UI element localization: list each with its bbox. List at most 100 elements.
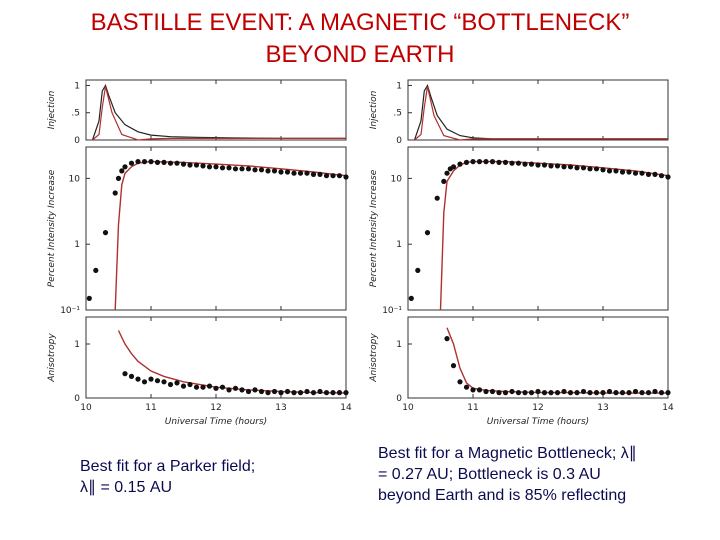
panel-1-xtick-label: 14 [662,403,674,413]
panel-0-injection-frame [85,79,347,141]
panel-1-intensity-data-point [444,170,450,176]
panel-0-anisotropy-data-point [187,381,193,388]
panel-1-intensity-data-point [463,159,470,165]
panel-0-anisotropy-data-point [167,381,174,388]
panel-0-intensity-data-point [174,160,180,166]
panel-0-intensity-data-point [317,171,323,177]
panel-0-anisotropy-data-point [317,388,323,395]
panel-0-intensity-data-point [119,168,125,174]
panel-0-anisotropy-data-point [180,383,187,389]
panel-0-anisotropy-data-point [174,380,180,386]
panel-0-intensity-data-point [141,159,148,165]
panel-0-intensity-data-point [206,164,213,170]
caption-magnetic-bottleneck: Best fit for a Magnetic Bottleneck; λ∥ =… [378,443,708,506]
panel-1-xtick-label: 11 [467,403,478,413]
panel-0-anisotropy-ytick-label: 1 [74,340,80,350]
panel-1-injection-ytick-label: 1 [396,81,402,91]
panel-1-intensity-data-point [489,159,496,165]
panel-0-intensity-data-point [343,174,349,180]
panel-1-intensity-ytick-label: 1 [396,240,402,250]
caption-right-line-2: = 0.27 AU; Bottleneck is 0.3 AU [378,466,601,483]
panel-1-anisotropy-data-point [639,390,645,396]
panel-1-anisotropy-data-point [645,390,652,396]
panel-0-anisotropy-data-point [232,385,239,391]
panel-1-anisotropy-data-point [528,390,535,396]
panel-1-intensity-data-point [415,267,421,273]
panel-1-anisotropy-data-point [587,390,593,396]
panel-1-intensity-data-point [457,161,463,167]
panel-1-injection-curve-2 [414,86,668,141]
panel-0-anisotropy-data-point [219,384,226,390]
panel-1-intensity-ytick-label: 10⁻¹ [382,306,402,316]
panel-0-anisotropy-data-point [284,388,291,395]
panel-0-injection-ytick-label: 0 [74,136,80,146]
panel-0-intensity-data-point [291,170,297,176]
panel-0-anisotropy-data-point [343,390,349,396]
panel-1-intensity-data-point [483,159,489,165]
panel-0-intensity-data-point [219,165,226,171]
panel-1-anisotropy-data-point [515,390,522,396]
panel-1-intensity-data-point [574,165,580,171]
panel-1-intensity-data-point [424,230,431,236]
panel-1-anisotropy-data-point [541,390,548,396]
panel-0-intensity-data-point [297,170,304,176]
panel-0-anisotropy-data-point [278,390,284,396]
panel-1-anisotropy-data-point [561,388,567,395]
panel-1-anisotropy-data-point [606,388,613,395]
panel-0-intensity-data-point [161,159,167,165]
panel-0-anisotropy-data-point [148,376,154,382]
panel-0-intensity-ylabel: Percent Intensity Increase [47,169,57,287]
panel-0-intensity-ytick-label: 10⁻¹ [60,306,80,316]
panel-1-intensity-data-point [639,170,645,176]
panel-1-injection-ylabel: Injection [369,90,379,129]
panel-0-anisotropy-data-point [141,379,148,385]
panel-0-anisotropy-data-point [135,376,141,382]
panel-0-intensity-data-point [336,173,343,179]
panel-1-intensity-data-point [470,159,476,165]
panel-0-anisotropy-data-point [239,387,245,393]
panel-0-xtick-label: 14 [340,403,352,413]
panel-1-anisotropy-data-point [463,384,470,390]
panel-1-anisotropy-data-point [509,388,515,395]
panel-0-intensity-data-point [304,170,310,176]
panel-0-injection-ytick-label: .5 [71,109,80,119]
panel-1-intensity-data-point [509,160,515,166]
panel-0-intensity-data-point [135,159,141,165]
panel-0-intensity-data-point [323,173,330,179]
panel-0-anisotropy-data-point [323,390,330,396]
panel-1-intensity-data-point [554,163,561,169]
panel-1-intensity-data-point [606,168,613,174]
panel-1-anisotropy-data-point [476,387,483,393]
panel-1-anisotropy-fit-line [446,327,668,394]
panel-1-injection-ytick-label: .5 [393,109,402,119]
panel-0-intensity-data-point [187,162,193,168]
panel-1-intensity-data-point [502,159,509,165]
panel-0-intensity-data-point [154,159,161,165]
panel-1-intensity-data-point [434,195,440,201]
panel-0-intensity-data-point [148,159,154,165]
panel-1-intensity-data-point [580,165,587,171]
panel-1-intensity-data-point [593,166,600,172]
panel-0-anisotropy-data-point [213,385,219,391]
panel-1-xtick-label: 10 [402,403,414,413]
panel-0-xtick-label: 11 [145,403,156,413]
panel-1-intensity-ytick-label: 10 [391,174,403,184]
panel-0-anisotropy-data-point [193,384,200,390]
panel-1-anisotropy-data-point [502,390,509,396]
panel-1-intensity-data-point [548,163,554,169]
panel-1-intensity-data-point [645,171,652,177]
panel-1-intensity-data-point [665,174,671,180]
panel-0-intensity-data-point [226,165,232,171]
slide-title-line-2: BEYOND EARTH [265,41,455,68]
panel-0-intensity-data-point [86,295,92,301]
panel-0-intensity-ytick-label: 10 [69,174,81,184]
panel-1-intensity-data-point [476,159,483,165]
panel-0-anisotropy-fit-line [117,330,347,394]
panel-0-intensity-data-point [193,162,200,168]
panel-0-anisotropy-data-point [161,379,167,385]
panel-1-anisotropy-data-point [593,390,600,396]
caption-left-line-1: Best fit for a Parker field; [80,458,256,475]
panel-0-anisotropy-data-point [310,390,317,396]
panel-0-anisotropy-data-point [200,384,206,390]
panel-0-intensity-fit-line [114,160,347,311]
